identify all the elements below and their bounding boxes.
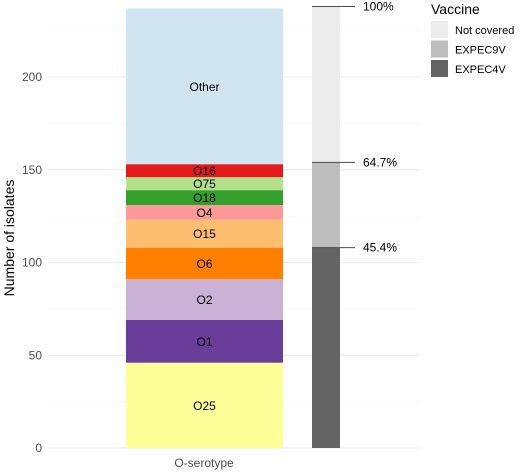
vaccine-segment-not-covered xyxy=(312,6,340,163)
serotype-label-o4: O4 xyxy=(196,206,212,220)
y-axis: 0 50 100 150 200 xyxy=(22,70,42,455)
y-tick-label: 200 xyxy=(22,70,42,84)
serotype-label-o1: O1 xyxy=(196,335,212,349)
y-axis-title: Number of isolates xyxy=(1,180,17,297)
coverage-annotations: 100% 64.7% 45.4% xyxy=(312,0,397,255)
serotype-segment-o15 xyxy=(126,219,283,248)
serotype-segment-other xyxy=(126,8,283,165)
serotype-segment-o18 xyxy=(126,190,283,205)
vaccine-legend: Vaccine Not covered EXPEC9V EXPEC4V xyxy=(431,1,514,77)
serotype-label-o15: O15 xyxy=(193,227,216,241)
y-tick-label: 100 xyxy=(22,256,42,270)
vaccine-segment-expec4v xyxy=(312,247,340,448)
annotation-label: 45.4% xyxy=(363,241,397,255)
serotype-label-o2: O2 xyxy=(196,293,212,307)
legend-label: EXPEC4V xyxy=(455,64,506,76)
serotype-label-o25: O25 xyxy=(193,399,216,413)
legend-key xyxy=(431,21,448,38)
serotype-label-o16: O16 xyxy=(193,164,216,178)
x-category-label: O-serotype xyxy=(174,456,234,470)
legend-label: Not covered xyxy=(455,25,514,37)
vaccine-segment-expec9v xyxy=(312,162,340,248)
serotype-segment-o6 xyxy=(126,247,283,280)
legend-title: Vaccine xyxy=(431,1,480,17)
serotype-label-other: Other xyxy=(189,80,219,94)
y-tick-label: 150 xyxy=(22,163,42,177)
legend-label: EXPEC9V xyxy=(455,45,506,57)
annotation-label: 64.7% xyxy=(363,155,397,169)
serotype-label-o18: O18 xyxy=(193,191,216,205)
serotype-segment-o2 xyxy=(126,279,283,321)
serotype-segment-o16 xyxy=(126,164,283,178)
serotype-segment-o1 xyxy=(126,320,283,363)
serotype-label-o6: O6 xyxy=(196,257,212,271)
serotype-segment-o25 xyxy=(126,362,283,448)
legend-key xyxy=(431,40,448,58)
serotype-label-o75: O75 xyxy=(193,177,216,191)
vaccine-coverage-bar xyxy=(312,6,340,448)
serotype-segment-o4 xyxy=(126,204,283,220)
y-tick-label: 50 xyxy=(29,348,43,362)
annotation-label: 100% xyxy=(363,0,394,14)
y-tick-label: 0 xyxy=(35,441,42,455)
serotype-segment-o75 xyxy=(126,177,283,191)
legend-key xyxy=(431,60,448,77)
